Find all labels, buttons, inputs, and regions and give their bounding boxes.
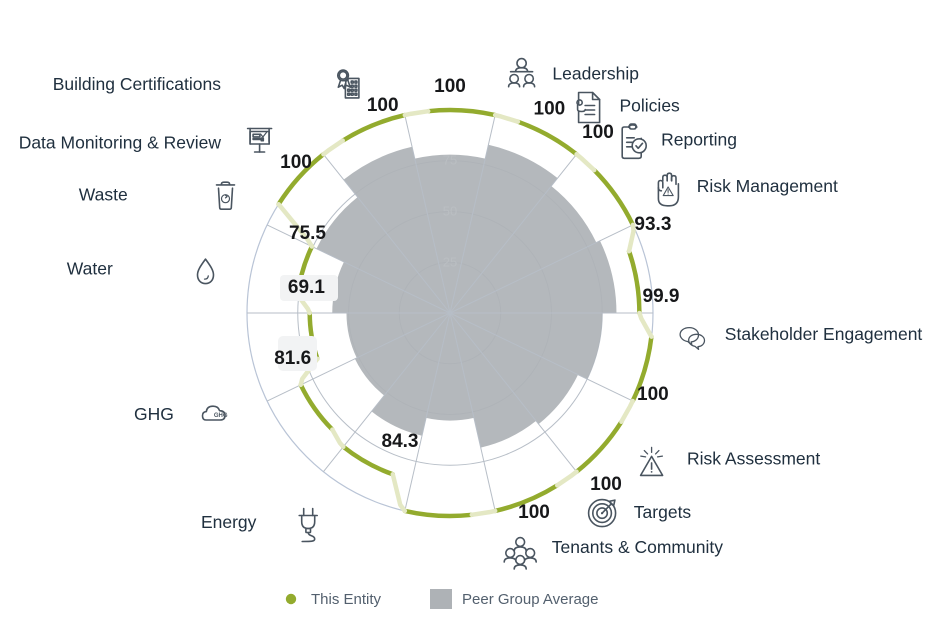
svg-text:100: 100: [367, 95, 399, 116]
svg-text:100: 100: [590, 474, 622, 495]
svg-text:Building Certifications: Building Certifications: [53, 74, 222, 94]
svg-text:Targets: Targets: [634, 502, 692, 522]
svg-text:Risk Management: Risk Management: [697, 176, 838, 196]
svg-text:93.3: 93.3: [634, 214, 671, 235]
svg-text:Peer Group Average: Peer Group Average: [462, 591, 598, 608]
svg-text:Data Monitoring & Review: Data Monitoring & Review: [19, 132, 222, 152]
svg-text:100: 100: [280, 152, 312, 173]
svg-text:81.6: 81.6: [274, 348, 311, 369]
svg-text:75: 75: [443, 153, 457, 168]
svg-text:75.5: 75.5: [289, 223, 326, 244]
svg-text:Policies: Policies: [620, 95, 681, 115]
svg-text:This Entity: This Entity: [311, 591, 382, 608]
svg-text:Leadership: Leadership: [552, 64, 639, 84]
svg-text:50: 50: [443, 204, 457, 219]
svg-text:100: 100: [637, 384, 669, 405]
svg-text:100: 100: [518, 502, 550, 523]
svg-text:100: 100: [582, 122, 614, 143]
svg-text:Stakeholder Engagement: Stakeholder Engagement: [725, 324, 923, 344]
svg-text:25: 25: [443, 255, 457, 270]
svg-text:84.3: 84.3: [382, 431, 419, 452]
svg-text:GHG: GHG: [134, 404, 174, 424]
svg-text:Waste: Waste: [79, 184, 128, 204]
svg-text:Water: Water: [67, 259, 113, 279]
svg-text:Tenants & Community: Tenants & Community: [552, 537, 723, 557]
svg-text:69.1: 69.1: [288, 277, 325, 298]
svg-text:GHG: GHG: [214, 413, 228, 419]
svg-text:Energy: Energy: [201, 512, 257, 532]
svg-text:100: 100: [434, 76, 466, 97]
svg-text:99.9: 99.9: [643, 286, 680, 307]
svg-text:100: 100: [534, 99, 566, 120]
svg-text:Reporting: Reporting: [661, 130, 737, 150]
svg-text:Risk Assessment: Risk Assessment: [687, 449, 820, 469]
